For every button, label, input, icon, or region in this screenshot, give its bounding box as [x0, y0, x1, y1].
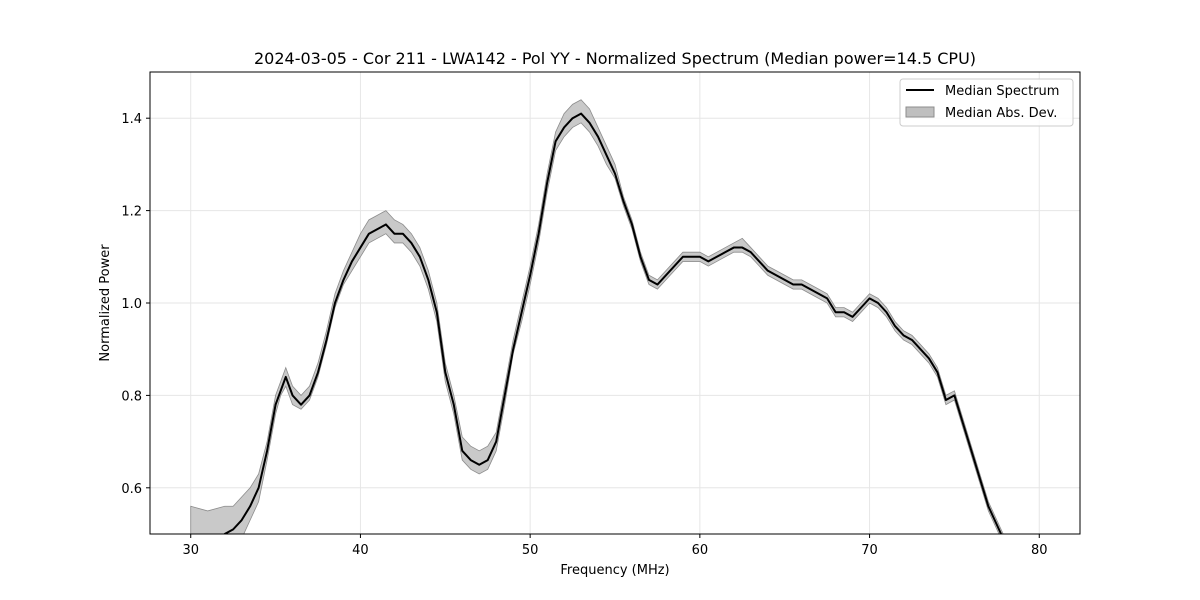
x-tick-label: 80 — [1031, 543, 1048, 558]
legend-box — [899, 78, 1074, 127]
x-tick-label: 70 — [861, 543, 878, 558]
y-tick-label: 1.4 — [121, 112, 142, 127]
legend: Median Spectrum Median Abs. Dev. — [899, 78, 1074, 127]
chart-title: 2024-03-05 - Cor 211 - LWA142 - Pol YY -… — [254, 49, 976, 68]
legend-label-median-spectrum: Median Spectrum — [945, 84, 1059, 99]
x-axis-label: Frequency (MHz) — [560, 563, 669, 578]
y-tick-label: 1.0 — [121, 297, 142, 312]
y-tick-label: 0.6 — [121, 482, 142, 497]
x-axis-ticks: 30 40 50 60 70 80 — [182, 534, 1048, 558]
y-axis-ticks: 0.6 0.8 1.0 1.2 1.4 — [121, 112, 150, 497]
median-abs-dev-band — [190, 99, 1004, 534]
legend-label-median-abs-dev: Median Abs. Dev. — [945, 106, 1057, 121]
y-tick-label: 0.8 — [121, 389, 142, 404]
series-layer — [190, 99, 1004, 534]
x-tick-label: 30 — [182, 543, 199, 558]
y-axis-label: Normalized Power — [98, 244, 113, 362]
y-tick-label: 1.2 — [121, 205, 142, 220]
legend-band-swatch — [905, 106, 935, 118]
x-tick-label: 40 — [352, 543, 369, 558]
median-spectrum-line — [223, 112, 1003, 534]
x-tick-label: 50 — [522, 543, 539, 558]
x-tick-label: 60 — [692, 543, 709, 558]
